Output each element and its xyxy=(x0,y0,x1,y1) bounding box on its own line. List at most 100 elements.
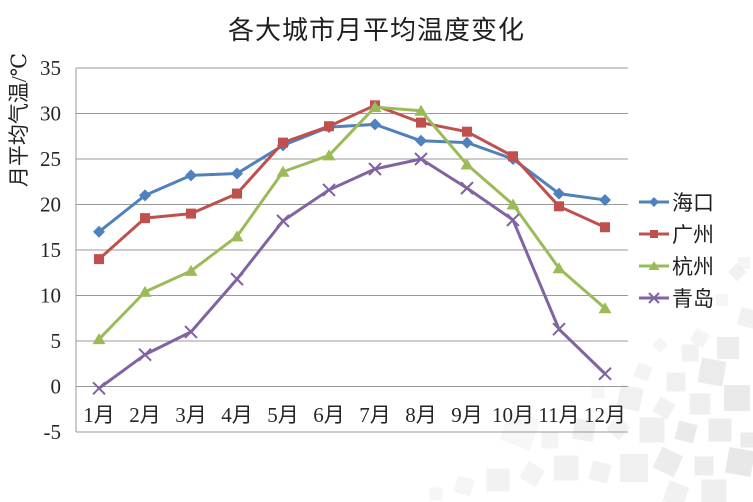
data-point-marker-square xyxy=(324,121,334,132)
data-point-marker-x xyxy=(506,213,520,227)
series-line-青岛 xyxy=(98,157,607,390)
data-point-marker-diamond xyxy=(231,167,243,180)
data-point-marker-diamond xyxy=(185,169,197,182)
mosaic-square xyxy=(639,417,665,443)
legend-label: 广州 xyxy=(672,223,714,247)
data-point-marker-square xyxy=(508,151,518,162)
x-tick-label: 2月 xyxy=(129,403,161,427)
data-point-marker-diamond xyxy=(461,136,473,149)
mosaic-square xyxy=(740,432,753,448)
mosaic-square xyxy=(429,487,443,501)
data-point-marker-square xyxy=(462,126,472,137)
data-point-marker-triangle xyxy=(276,165,290,177)
data-point-marker-square xyxy=(140,213,150,224)
mosaic-square xyxy=(727,262,747,282)
legend-label: 杭州 xyxy=(672,255,714,279)
mosaic-square xyxy=(717,337,739,359)
mosaic-square xyxy=(689,327,711,349)
x-tick-label: 5月 xyxy=(267,403,299,427)
mosaic-square xyxy=(681,344,699,362)
x-tick-label: 4月 xyxy=(221,403,253,427)
x-tick-label: 9月 xyxy=(451,403,483,427)
mosaic-square xyxy=(716,294,728,306)
data-point-marker-triangle xyxy=(230,230,244,242)
mosaic-square xyxy=(697,357,727,387)
mosaic-square xyxy=(606,416,630,440)
data-point-marker-x xyxy=(184,325,198,339)
data-point-marker-square xyxy=(186,208,196,219)
data-point-marker-square xyxy=(650,230,658,238)
data-point-marker-triangle xyxy=(552,262,566,274)
legend-marker-x-icon xyxy=(639,292,669,304)
mosaic-square xyxy=(620,454,648,482)
x-tick-label: 8月 xyxy=(405,403,437,427)
mosaic-square xyxy=(652,446,684,478)
mosaic-square xyxy=(701,479,727,502)
mosaic-square xyxy=(694,456,714,476)
mosaic-square xyxy=(662,480,690,502)
data-point-marker-x xyxy=(552,322,566,336)
data-point-marker-triangle xyxy=(138,285,152,297)
mosaic-square xyxy=(453,475,475,497)
legend-item-2: 广州 xyxy=(638,222,714,247)
mosaic-square xyxy=(519,461,545,487)
data-point-marker-diamond xyxy=(369,118,381,131)
data-point-marker-diamond xyxy=(93,225,105,238)
data-point-marker-square xyxy=(278,137,288,148)
mosaic-square xyxy=(486,468,510,492)
data-point-marker-diamond xyxy=(553,187,565,200)
legend-item-4: 青岛 xyxy=(638,286,714,311)
legend-marker-diamond-icon xyxy=(639,197,669,207)
mosaic-square xyxy=(652,396,676,420)
data-point-marker-x xyxy=(368,162,382,176)
legend-item-1: 海口 xyxy=(638,190,714,215)
data-point-marker-x xyxy=(138,347,152,362)
data-point-marker-triangle xyxy=(414,104,428,116)
y-tick-label: 30 xyxy=(40,102,61,126)
data-point-marker-x xyxy=(460,181,474,195)
data-point-marker-triangle xyxy=(460,158,474,170)
series-line-广州 xyxy=(98,103,606,261)
mosaic-square xyxy=(588,460,612,484)
x-tick-label: 3月 xyxy=(175,403,207,427)
data-point-marker-square xyxy=(554,201,564,212)
data-point-marker-x xyxy=(92,381,106,396)
x-tick-label: 7月 xyxy=(359,403,391,427)
y-tick-label: 25 xyxy=(40,147,61,171)
mosaic-square xyxy=(724,446,753,478)
chart-title: 各大城市月平均温度变化 xyxy=(227,16,525,45)
x-tick-label: 11月 xyxy=(538,403,579,427)
data-point-marker-triangle xyxy=(368,101,382,113)
mosaic-square xyxy=(633,362,653,382)
data-point-marker-triangle xyxy=(184,264,198,276)
data-point-marker-diamond xyxy=(599,193,611,206)
data-point-marker-square xyxy=(232,188,242,199)
data-point-marker-x xyxy=(648,292,660,304)
data-point-marker-diamond xyxy=(415,134,427,147)
y-tick-label: 20 xyxy=(40,193,61,217)
x-tick-label: 6月 xyxy=(313,403,345,427)
data-point-marker-triangle xyxy=(598,302,612,314)
mosaic-square xyxy=(708,418,732,442)
data-point-marker-triangle xyxy=(92,333,106,345)
legend-item-3: 杭州 xyxy=(638,254,714,279)
data-point-marker-triangle xyxy=(322,149,336,161)
series-line-杭州 xyxy=(97,105,606,341)
mosaic-square xyxy=(571,417,597,443)
legend-label: 海口 xyxy=(672,191,714,215)
mosaic-square xyxy=(591,385,605,399)
mosaic-square xyxy=(736,306,753,330)
legend-label: 青岛 xyxy=(672,287,714,311)
mosaic-square xyxy=(689,393,711,415)
x-tick-label: 10月 xyxy=(492,403,534,427)
mosaic-square xyxy=(616,384,644,412)
mosaic-square xyxy=(666,372,686,392)
data-point-marker-x xyxy=(414,152,428,166)
data-point-marker-triangle xyxy=(506,198,520,210)
y-tick-label: 35 xyxy=(40,56,61,80)
x-tick-label: 1月 xyxy=(83,403,115,427)
data-point-marker-square xyxy=(600,222,610,233)
